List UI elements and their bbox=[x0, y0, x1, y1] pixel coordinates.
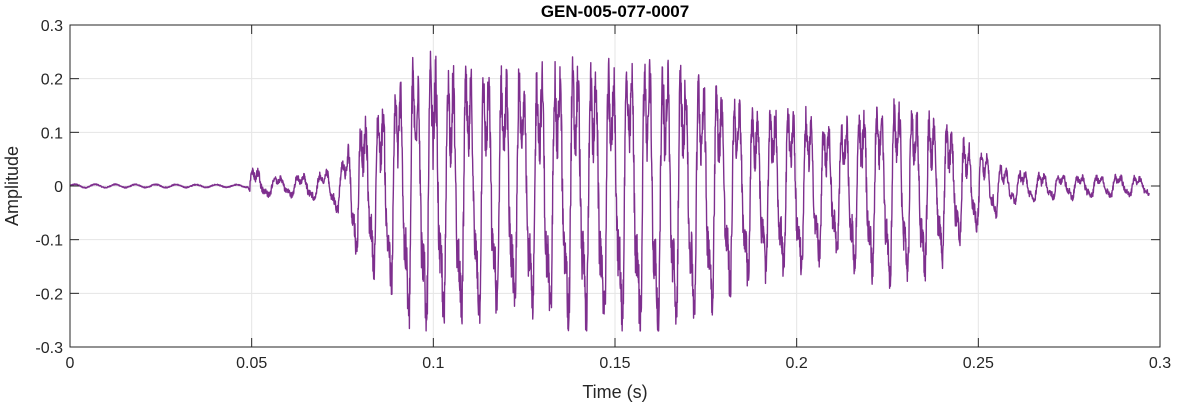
y-tick-label: 0.2 bbox=[41, 72, 63, 89]
y-axis: -0.3 -0.2 -0.1 0 0.1 0.2 0.3 bbox=[35, 18, 1160, 357]
plot-area bbox=[69, 50, 1150, 332]
signal-line bbox=[69, 50, 1150, 332]
y-tick-label: 0.1 bbox=[41, 125, 63, 142]
x-tick-label: 0.15 bbox=[599, 355, 630, 372]
x-axis-label: Time (s) bbox=[582, 382, 647, 402]
chart-title: GEN-005-077-0007 bbox=[541, 2, 689, 21]
y-tick-label: -0.1 bbox=[35, 233, 63, 250]
x-tick-label: 0.3 bbox=[1149, 355, 1171, 372]
x-tick-label: 0.05 bbox=[236, 355, 267, 372]
y-axis-label: Amplitude bbox=[2, 146, 22, 226]
y-tick-label: 0 bbox=[54, 179, 63, 196]
y-tick-label: 0.3 bbox=[41, 18, 63, 35]
x-tick-label: 0 bbox=[66, 355, 75, 372]
x-axis: 0 0.05 0.1 0.15 0.2 0.25 0.3 bbox=[66, 25, 1171, 372]
y-tick-label: -0.3 bbox=[35, 340, 63, 357]
x-tick-label: 0.2 bbox=[786, 355, 808, 372]
y-tick-label: -0.2 bbox=[35, 286, 63, 303]
x-tick-label: 0.25 bbox=[963, 355, 994, 372]
x-tick-label: 0.1 bbox=[422, 355, 444, 372]
